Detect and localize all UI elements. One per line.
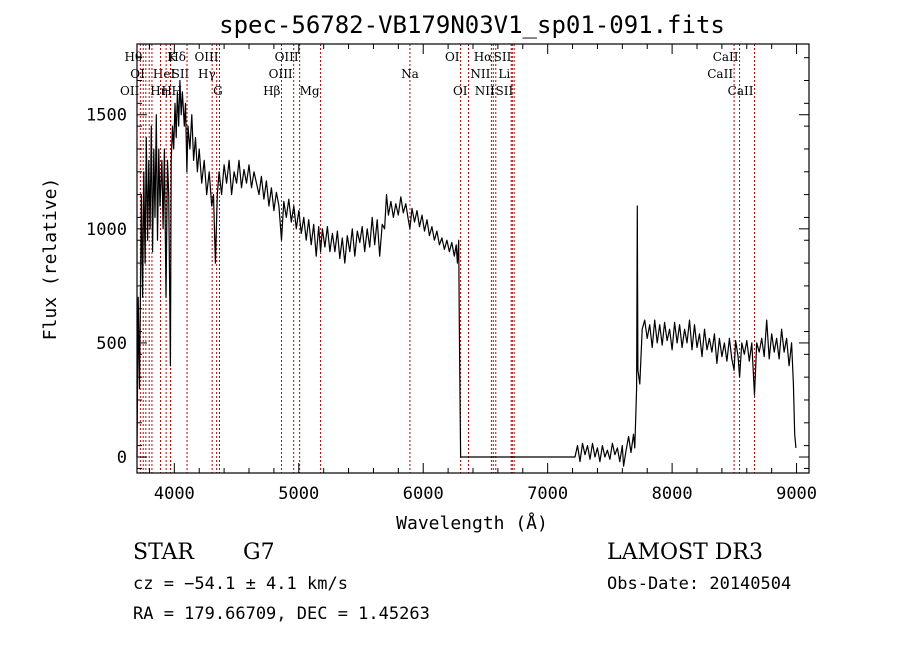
y-tick-label: 0: [117, 448, 127, 468]
redshift-velocity: cz = −54.1 ± 4.1 km/s: [133, 574, 348, 594]
y-tick-label: 1500: [86, 106, 127, 126]
subclass: G7: [243, 540, 275, 565]
spectral-line-label: CaII: [713, 50, 739, 64]
spectral-line-label: CaII: [707, 67, 733, 81]
spectral-line-label: Hγ: [198, 67, 216, 81]
spectrum-series-line: [136, 79, 797, 467]
spectral-line-label: Hη: [150, 84, 168, 98]
spectral-line-label: G: [213, 84, 223, 98]
spectral-line-label: HeI: [153, 67, 176, 81]
spectral-line-label: Na: [401, 67, 419, 81]
spectral-line-label: NII: [470, 67, 490, 81]
observation-date: Obs-Date: 20140504: [607, 574, 792, 594]
spectral-line-label: CaII: [728, 84, 754, 98]
x-axis: 4000 5000 6000 7000 8000 9000: [148, 44, 817, 504]
coordinates: RA = 179.66709, DEC = 1.45263: [133, 604, 430, 624]
x-tick-label: 5000: [278, 484, 319, 504]
spectral-line-label: H: [171, 84, 181, 98]
spectral-line-label: Hα: [474, 50, 493, 64]
spectral-line-label: OI: [453, 84, 468, 98]
spectral-line-label: OII: [120, 84, 140, 98]
y-axis-label: Flux (relative): [40, 178, 61, 341]
spectral-line-label: Li: [498, 67, 510, 81]
spectral-line-label: H: [162, 84, 172, 98]
y-tick-label: 500: [96, 334, 127, 354]
object-class: STAR: [133, 540, 194, 565]
spectral-line-label: Mg: [300, 84, 320, 98]
x-tick-label: 6000: [403, 484, 444, 504]
spectral-line-label: Hθ: [125, 50, 143, 64]
spectral-line-label: SII: [494, 50, 512, 64]
survey-name: LAMOST DR3: [607, 540, 763, 565]
spectral-line-label: K: [167, 50, 177, 64]
spectral-line-label: Hδ: [168, 50, 186, 64]
spectral-line-label: OIII: [194, 50, 218, 64]
x-tick-label: 9000: [776, 484, 817, 504]
plot-frame: [136, 43, 810, 474]
spectral-line-markers: OIIHθOIHηHeIHKHSIIHδGHγOIIIHβOIIIOIIIMgN…: [120, 44, 755, 473]
x-axis-label: Wavelength (Å): [396, 512, 548, 534]
y-tick-label: 1000: [86, 220, 127, 240]
spectral-line-label: OI: [445, 50, 460, 64]
x-tick-label: 7000: [527, 484, 568, 504]
chart-title: spec-56782-VB179N03V1_sp01-091.fits: [219, 11, 725, 39]
spectral-line-label: OI: [130, 67, 145, 81]
x-tick-label: 8000: [652, 484, 693, 504]
x-tick-label: 4000: [154, 484, 195, 504]
spectral-line-label: OIII: [269, 67, 293, 81]
y-axis: 0 500 1000 1500: [86, 57, 809, 469]
spectral-line-label: NII: [475, 84, 495, 98]
spectral-line-label: SII: [495, 84, 513, 98]
spectral-line-label: OIII: [275, 50, 299, 64]
spectral-line-label: Hβ: [263, 84, 280, 98]
spectral-line-label: SII: [172, 67, 190, 81]
